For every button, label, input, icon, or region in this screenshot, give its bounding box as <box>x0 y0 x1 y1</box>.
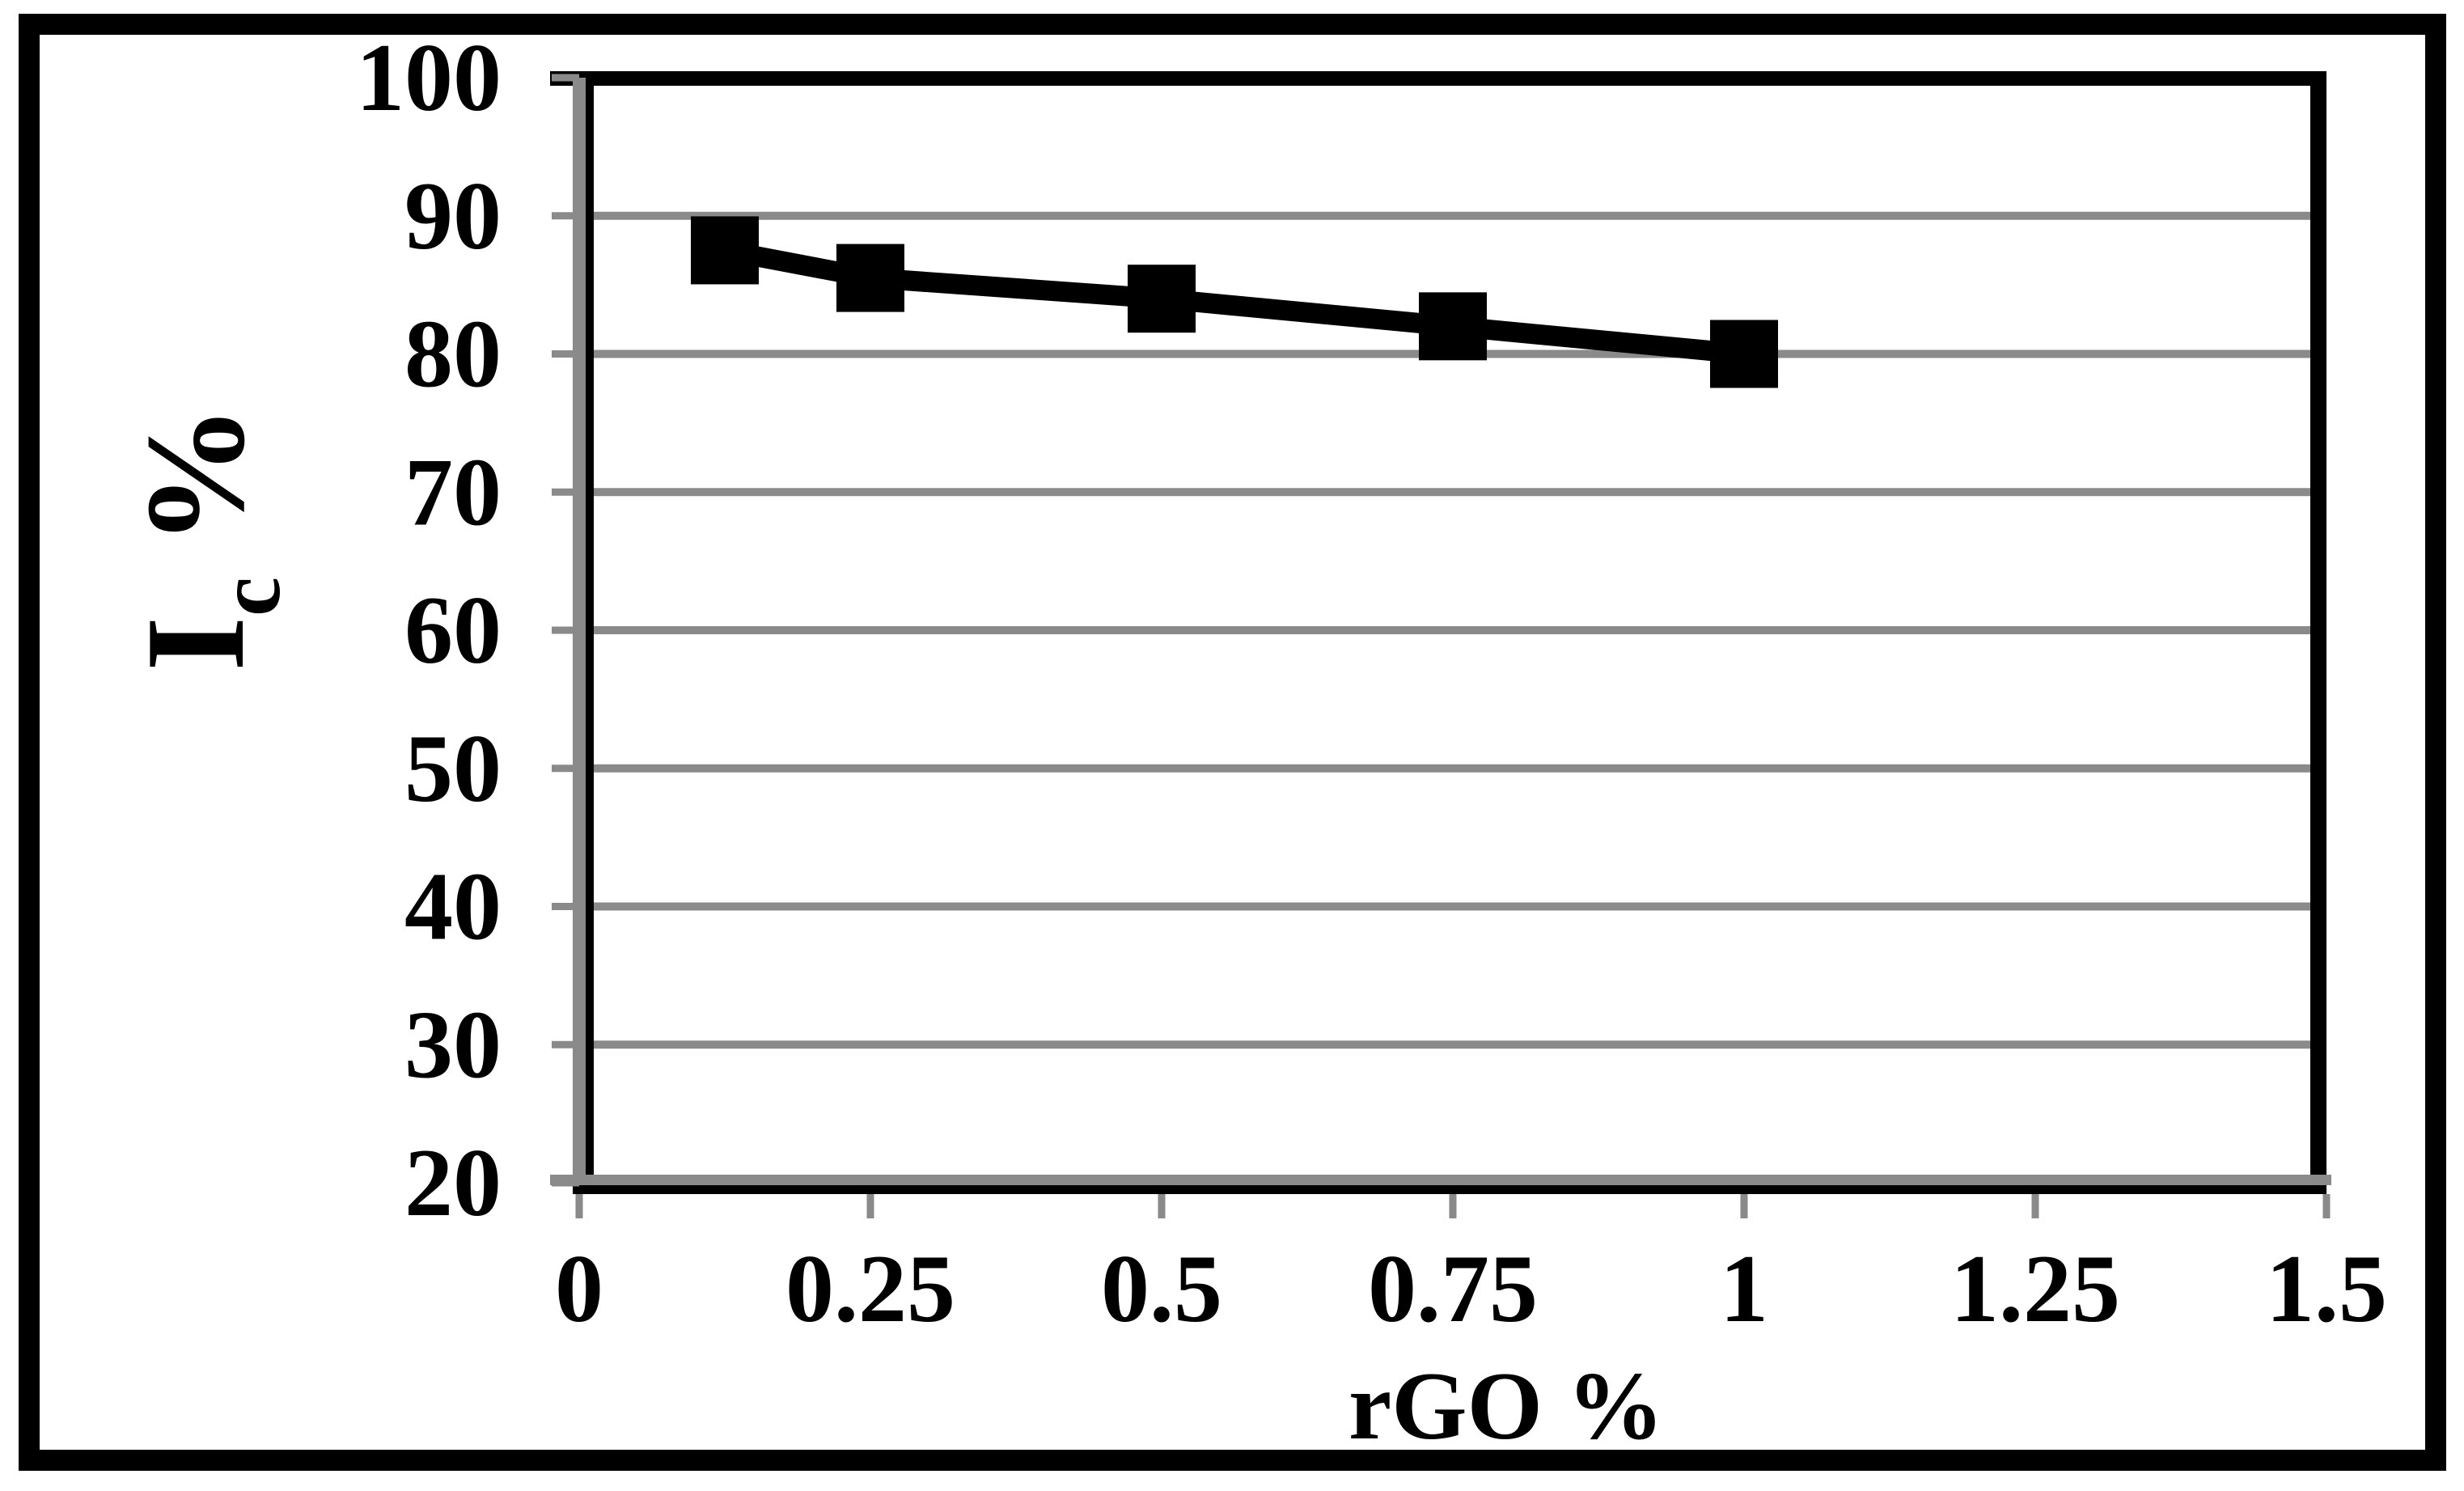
y-tick-label: 70 <box>404 438 502 545</box>
data-point-marker <box>691 216 759 285</box>
y-axis-line <box>586 78 594 1185</box>
data-point-marker <box>1710 320 1778 388</box>
y-tick-label: 20 <box>404 1129 502 1236</box>
y-tick <box>552 350 579 358</box>
x-tick-label: 0.75 <box>1368 1235 1538 1342</box>
y-tick <box>552 1179 579 1187</box>
x-tick <box>2322 1194 2331 1218</box>
x-axis-shadow-line <box>550 1175 2331 1185</box>
y-axis-title-suffix: % <box>116 405 273 546</box>
data-point-marker <box>836 244 904 312</box>
x-tick-label: 0.5 <box>1101 1235 1222 1342</box>
y-tick <box>552 74 579 82</box>
gridline <box>594 1040 2310 1049</box>
gridline <box>594 902 2310 911</box>
x-axis-ticks <box>575 1194 2331 1218</box>
y-tick <box>552 1040 579 1048</box>
gridline <box>594 488 2310 497</box>
y-axis-title-main: I <box>116 616 273 671</box>
figure-border <box>19 14 2446 1471</box>
y-tick-label: 40 <box>404 853 502 960</box>
data-point-marker <box>1419 292 1487 361</box>
x-tick-label: 1.25 <box>1950 1235 2120 1342</box>
y-tick-label: 80 <box>404 300 502 408</box>
gridline <box>594 626 2310 634</box>
y-tick-label: 90 <box>404 162 502 269</box>
y-axis-title: Ic% <box>116 405 298 671</box>
y-tick-label: 60 <box>404 576 502 684</box>
x-axis-line <box>573 1185 2326 1194</box>
y-tick <box>552 765 579 773</box>
x-tick <box>2031 1194 2039 1218</box>
x-tick <box>1449 1194 1457 1218</box>
y-tick-label: 100 <box>356 23 502 131</box>
gridline <box>594 764 2310 773</box>
x-tick <box>1740 1194 1748 1218</box>
x-tick-label: 1.5 <box>2266 1235 2387 1342</box>
gridline <box>594 211 2310 220</box>
x-tick <box>1158 1194 1166 1218</box>
y-axis-tick-labels: 20 30 40 50 60 70 80 90 100 <box>356 23 502 1236</box>
y-tick-label: 50 <box>404 714 502 822</box>
x-axis-tick-labels: 0 0.25 0.5 0.75 1 1.25 1.5 <box>555 1235 2387 1342</box>
x-tick-label: 0 <box>555 1235 603 1342</box>
y-axis-ticks <box>552 74 579 1187</box>
y-tick <box>552 903 579 910</box>
plot-border-right <box>2310 71 2326 1191</box>
plot-border-top <box>550 71 2326 86</box>
y-tick-label: 30 <box>404 990 502 1098</box>
data-series <box>691 216 1778 388</box>
x-tick <box>866 1194 874 1218</box>
x-tick-label: 1 <box>1720 1235 1768 1342</box>
y-axis-title-sub: c <box>200 577 298 616</box>
x-tick <box>575 1194 583 1218</box>
x-axis-title: rGO % <box>1348 1352 1664 1459</box>
y-tick <box>552 212 579 220</box>
y-tick <box>552 626 579 634</box>
x-tick-label: 0.25 <box>785 1235 955 1342</box>
data-point-marker <box>1128 265 1196 333</box>
y-tick <box>552 488 579 496</box>
